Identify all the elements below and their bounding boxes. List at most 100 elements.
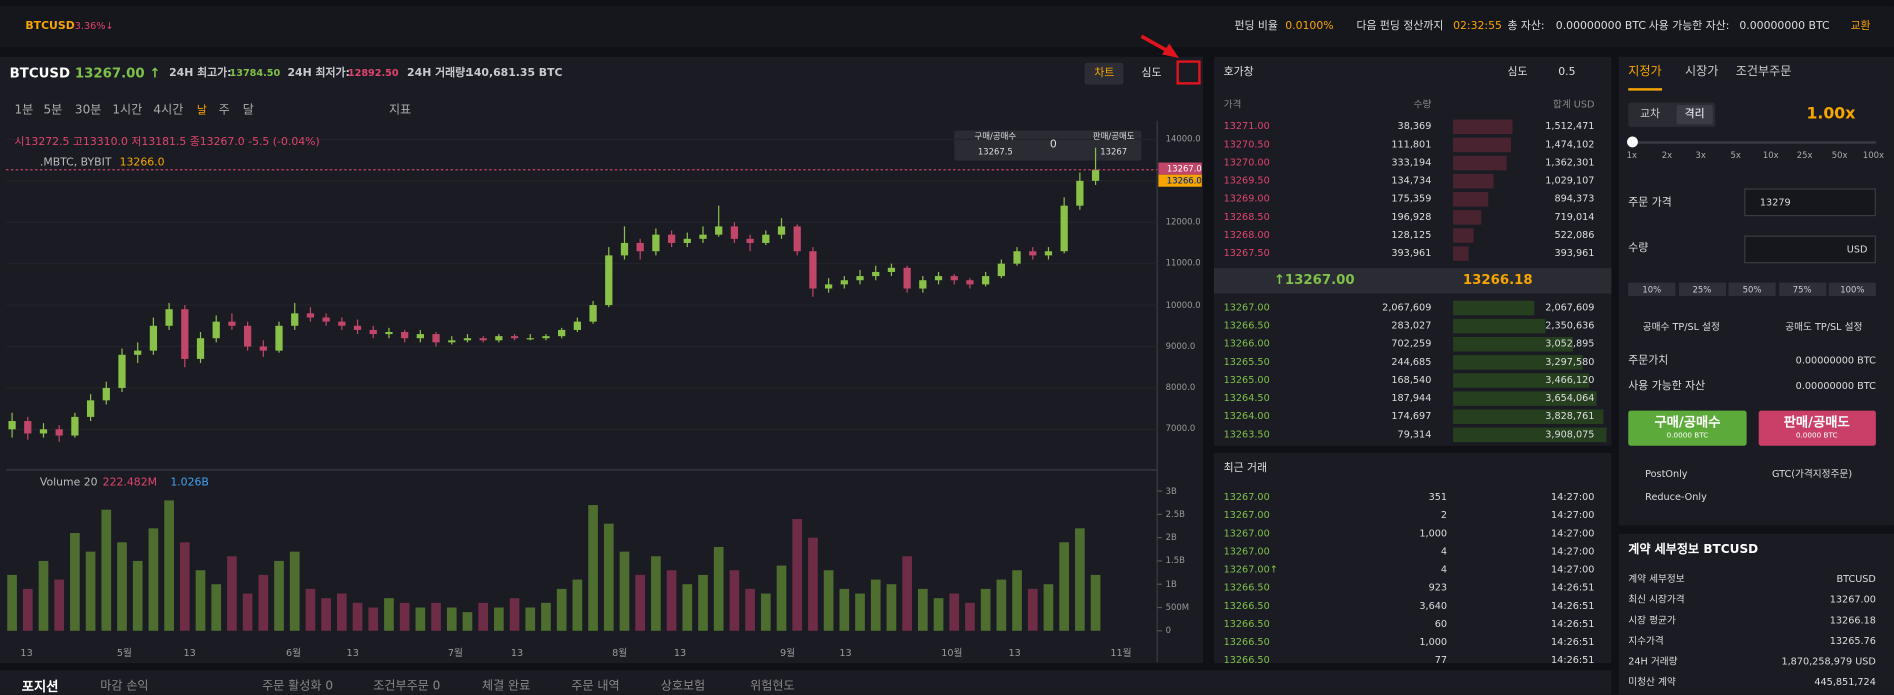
tab-bg[interactable] <box>1084 62 1124 85</box>
bottom-tab[interactable]: 포지션 <box>21 678 59 695</box>
x-tick-label: 7월 <box>447 647 463 659</box>
label: 140,681.35 BTC <box>466 67 563 80</box>
percent-button[interactable] <box>1828 282 1876 296</box>
candle-body <box>824 284 833 289</box>
slider-knob[interactable] <box>1627 136 1638 148</box>
bottom-panel <box>0 670 1612 695</box>
candle-body <box>526 338 534 340</box>
total: 2,350,636 <box>1545 320 1595 331</box>
candle-body <box>1044 251 1053 256</box>
bottom-tab[interactable]: 상호보험 <box>660 680 706 694</box>
checkbox[interactable]: 공매수 TP/SL 설정 <box>1642 321 1720 333</box>
qty-input[interactable] <box>1744 235 1876 264</box>
interval-tab[interactable]: 4시간 <box>153 103 184 118</box>
order-tab[interactable]: 지정가 <box>1628 65 1662 79</box>
percent-button[interactable] <box>1678 282 1726 296</box>
price: 13266.00 <box>1223 338 1270 350</box>
bottom-tab[interactable]: 주문 내역 <box>571 680 620 694</box>
leverage-slider[interactable] <box>1630 141 1876 144</box>
percent-button[interactable] <box>1728 282 1776 296</box>
volume-tick-label: 500M <box>1165 602 1190 613</box>
order-tab[interactable]: 시장가 <box>1685 65 1719 79</box>
interval-tab[interactable]: 5분 <box>43 103 63 118</box>
buy-button[interactable] <box>1628 410 1747 446</box>
label: 최근 거래 <box>1223 462 1268 475</box>
indicator-button[interactable]: 지표 <box>388 103 412 118</box>
candle-body <box>55 429 63 436</box>
buy-label[interactable]: 구매/공매수 <box>1654 414 1721 431</box>
bottom-tab[interactable]: 위험현도 <box>750 680 795 694</box>
price: 13268.00 <box>1223 229 1270 241</box>
trade-time: 14:27:00 <box>1551 564 1595 575</box>
interval-tab[interactable]: 주 <box>218 103 230 118</box>
y-tick-label: 14000.0 <box>1165 134 1201 145</box>
trade-qty: 351 <box>1428 491 1448 503</box>
bottom-tab[interactable]: 체결 완료 <box>481 680 531 694</box>
interval-tab[interactable]: 날 <box>196 105 207 118</box>
leverage-mark: 25x <box>1796 150 1813 161</box>
interval-tab[interactable]: 1시간 <box>112 103 143 118</box>
volume-bar <box>164 500 174 631</box>
interval-tab[interactable]: 달 <box>242 103 254 118</box>
checkbox[interactable]: Reduce-Only <box>1645 491 1707 503</box>
label: 시13272.5 고13310.0 저13181.5 종13267.0 -5.5… <box>14 136 320 149</box>
qty: 393,961 <box>1391 247 1432 259</box>
interval-tab[interactable]: 30분 <box>74 103 102 118</box>
x-tick-label: 8월 <box>612 647 628 659</box>
volume-bar <box>980 588 991 631</box>
top-bar <box>0 6 1894 48</box>
contract-key: 최신 시장가격 <box>1628 594 1685 606</box>
price-input[interactable] <box>1744 188 1876 217</box>
total: 3,654,064 <box>1545 392 1595 404</box>
order-tab[interactable]: 조건부주문 <box>1735 65 1792 79</box>
qty: 175,359 <box>1391 193 1432 205</box>
view-tab[interactable]: 심도 <box>1141 67 1162 80</box>
candle-body <box>212 321 220 339</box>
volume-bar <box>1012 570 1022 631</box>
label: 총 자산: <box>1507 20 1545 33</box>
volume-bar <box>337 593 347 631</box>
quick-trade[interactable] <box>954 130 1142 161</box>
label: 24H 최고가: <box>169 67 232 80</box>
label: BTCUSD <box>9 65 71 81</box>
label: 0.0100% <box>1285 20 1334 33</box>
depth-tab[interactable]: 심도 <box>1507 66 1528 79</box>
candle-body <box>605 255 613 306</box>
qty: 38,369 <box>1397 120 1432 132</box>
price: 13270.50 <box>1223 138 1270 150</box>
bottom-tab[interactable]: 주문 활성화 0 <box>262 680 334 694</box>
buy-sub[interactable]: 0.0000 BTC <box>1666 431 1709 440</box>
x-tick-label: 11월 <box>1110 647 1132 659</box>
margin-active[interactable] <box>1676 105 1713 125</box>
sell-sub[interactable]: 0.0000 BTC <box>1795 431 1838 440</box>
candle-body <box>102 387 110 401</box>
depth-bar <box>1453 337 1573 352</box>
mid-price-row <box>1213 268 1612 294</box>
checkbox[interactable]: PostOnly <box>1645 468 1688 480</box>
volume-bar <box>227 556 237 631</box>
contract-value: BTCUSD <box>1836 573 1876 585</box>
checkbox[interactable]: 공매도 TP/SL 설정 <box>1785 321 1863 333</box>
view-tab[interactable]: 차트 <box>1094 67 1115 80</box>
volume-tick-label: 3B <box>1165 486 1177 496</box>
price: 13265.50 <box>1223 356 1270 368</box>
bottom-tab[interactable]: 조건부주문 0 <box>373 680 441 694</box>
tif-select[interactable]: GTC(가격지정주문) <box>1771 468 1853 480</box>
percent-button[interactable] <box>1778 282 1826 296</box>
volume-bar <box>211 584 222 631</box>
volume-bar <box>933 598 944 631</box>
volume-bar <box>886 584 897 631</box>
volume-bar <box>509 598 520 631</box>
exchange-link[interactable]: 교환 <box>1850 20 1871 33</box>
trade-time: 14:27:00 <box>1551 545 1595 557</box>
sell-button[interactable] <box>1758 410 1876 446</box>
contract-key: 계약 세부정보 <box>1628 573 1685 585</box>
bottom-tab[interactable]: 마감 손익 <box>100 680 149 694</box>
interval-tab[interactable]: 1분 <box>14 103 34 118</box>
margin-mode[interactable]: 격리 <box>1684 108 1705 121</box>
trade-price: 13267.00↑ <box>1223 564 1278 575</box>
margin-mode[interactable]: 교차 <box>1639 108 1660 121</box>
percent-button[interactable] <box>1628 282 1676 296</box>
candle-body <box>840 280 848 285</box>
sell-label[interactable]: 판매/공매도 <box>1783 414 1850 431</box>
